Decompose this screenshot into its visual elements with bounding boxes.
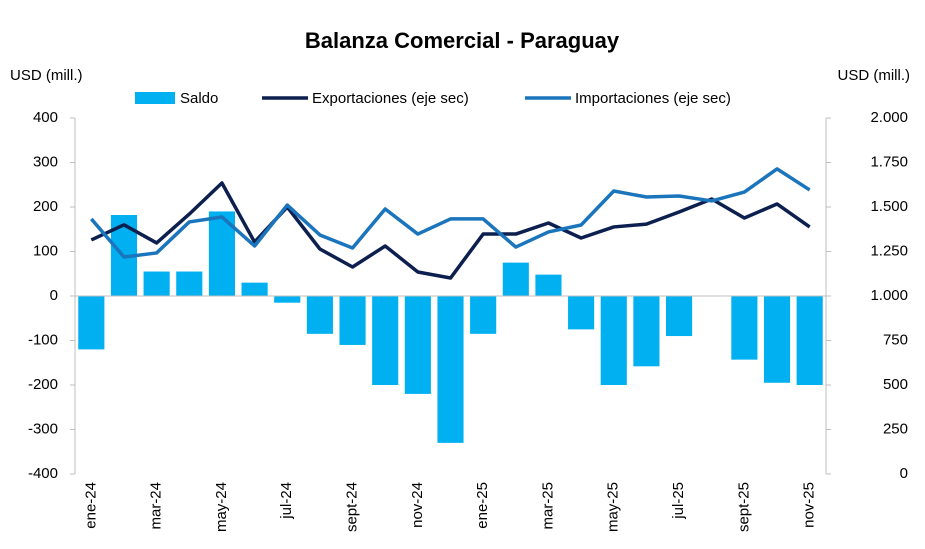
bar	[535, 274, 562, 296]
bar	[372, 296, 399, 385]
y-tick-label: -300	[28, 420, 58, 437]
x-tick-label: sept-25	[735, 482, 752, 532]
legend-swatch	[135, 92, 175, 104]
bar	[274, 296, 301, 303]
y-tick-label: 300	[33, 153, 58, 170]
bar	[633, 296, 660, 367]
x-tick-label: nov-24	[409, 482, 426, 528]
bar	[796, 296, 823, 385]
y2-tick-label: 1.000	[870, 287, 908, 304]
bar	[78, 296, 105, 350]
y2-tick-label: 750	[883, 331, 908, 348]
y2-tick-label: 2.000	[870, 109, 908, 126]
y2-tick-label: 1.500	[870, 198, 908, 215]
bar	[306, 296, 333, 334]
y2-tick-label: 500	[883, 376, 908, 393]
x-tick-label: sept-24	[344, 482, 361, 532]
y2-tick-label: 0	[900, 465, 908, 482]
bar	[600, 296, 627, 385]
x-tick-label: jul-24	[278, 482, 295, 520]
y-tick-label: 100	[33, 242, 58, 259]
legend-label: Importaciones (eje sec)	[575, 90, 731, 107]
bar	[437, 296, 464, 443]
y2-tick-label: 1.750	[870, 153, 908, 170]
y2-tick-label: 1.250	[870, 242, 908, 259]
y-tick-label: 400	[33, 109, 58, 126]
line	[90, 181, 811, 280]
y2-tick-label: 250	[883, 420, 908, 437]
bar	[731, 296, 758, 360]
chart-title: Balanza Comercial - Paraguay	[305, 28, 620, 53]
y-tick-label: 0	[50, 287, 58, 304]
x-tick-label: jul-25	[670, 482, 687, 520]
bar	[666, 296, 693, 337]
legend-label: Saldo	[180, 90, 218, 107]
y-tick-label: 200	[33, 198, 58, 215]
x-tick-label: mar-24	[148, 482, 165, 530]
y2-axis-label: USD (mill.)	[838, 67, 911, 84]
y-axis-label: USD (mill.)	[10, 67, 83, 84]
bar	[241, 282, 268, 296]
bar	[143, 271, 170, 296]
bar	[502, 262, 529, 296]
x-tick-label: mar-25	[539, 482, 556, 530]
bar	[404, 296, 431, 394]
bar	[339, 296, 366, 345]
y-tick-label: -100	[28, 331, 58, 348]
x-tick-label: ene-25	[474, 482, 491, 529]
line	[89, 167, 811, 259]
x-tick-label: nov-25	[801, 482, 818, 528]
y-tick-label: -400	[28, 465, 58, 482]
y-tick-label: -200	[28, 376, 58, 393]
bar	[763, 296, 791, 383]
bar	[470, 296, 497, 334]
x-tick-label: may-24	[213, 482, 230, 532]
bar	[176, 271, 203, 296]
x-tick-label: ene-24	[82, 482, 99, 529]
x-tick-label: may-25	[605, 482, 622, 532]
legend-label: Exportaciones (eje sec)	[312, 90, 469, 107]
bar	[568, 296, 595, 330]
